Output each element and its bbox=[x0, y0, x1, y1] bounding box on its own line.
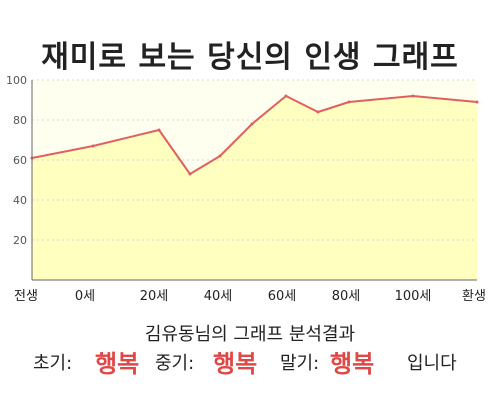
x-tick-label: 전생 bbox=[14, 289, 38, 304]
y-tick-label: 20 bbox=[13, 234, 27, 247]
mid-label: 중기: bbox=[155, 353, 195, 374]
y-tick-label: 60 bbox=[13, 154, 27, 167]
y-tick-label: 80 bbox=[13, 114, 27, 127]
x-tick-label: 환생 bbox=[462, 289, 486, 304]
data-point bbox=[284, 94, 288, 98]
late-value: 행복 bbox=[330, 350, 375, 378]
x-tick-label: 20세 bbox=[140, 289, 169, 304]
x-tick-label: 60세 bbox=[268, 289, 297, 304]
data-point bbox=[250, 122, 254, 126]
life-chart: 20 40 60 80 100 전생 0세 20세 40세 60세 80세 100세 환생 bbox=[6, 74, 486, 304]
chart-subtitle: 김유동님의 그래프 분석결과 bbox=[144, 324, 356, 345]
analysis-result: 초기: 행복 중기: 행복 말기: 행복 입니다 bbox=[0, 347, 500, 378]
x-tick-label: 40세 bbox=[204, 289, 233, 304]
data-point bbox=[188, 172, 192, 176]
data-point bbox=[157, 128, 161, 132]
mid-value: 행복 bbox=[213, 350, 258, 378]
data-point bbox=[316, 110, 320, 114]
y-tick-label: 40 bbox=[13, 194, 27, 207]
data-point bbox=[475, 100, 479, 104]
data-point bbox=[91, 144, 95, 148]
x-tick-label: 100세 bbox=[395, 289, 432, 304]
ending-text: 입니다 bbox=[407, 353, 457, 374]
early-value: 행복 bbox=[95, 350, 140, 378]
data-point bbox=[218, 154, 222, 158]
late-label: 말기: bbox=[280, 353, 320, 374]
x-tick-label: 80세 bbox=[332, 289, 361, 304]
early-label: 초기: bbox=[33, 353, 73, 374]
data-point bbox=[347, 100, 351, 104]
data-point bbox=[411, 94, 415, 98]
x-tick-label: 0세 bbox=[75, 289, 95, 304]
area-fill bbox=[32, 96, 477, 280]
chart-title: 재미로 보는 당신의 인생 그래프 bbox=[41, 40, 459, 75]
y-tick-label: 100 bbox=[6, 74, 27, 87]
